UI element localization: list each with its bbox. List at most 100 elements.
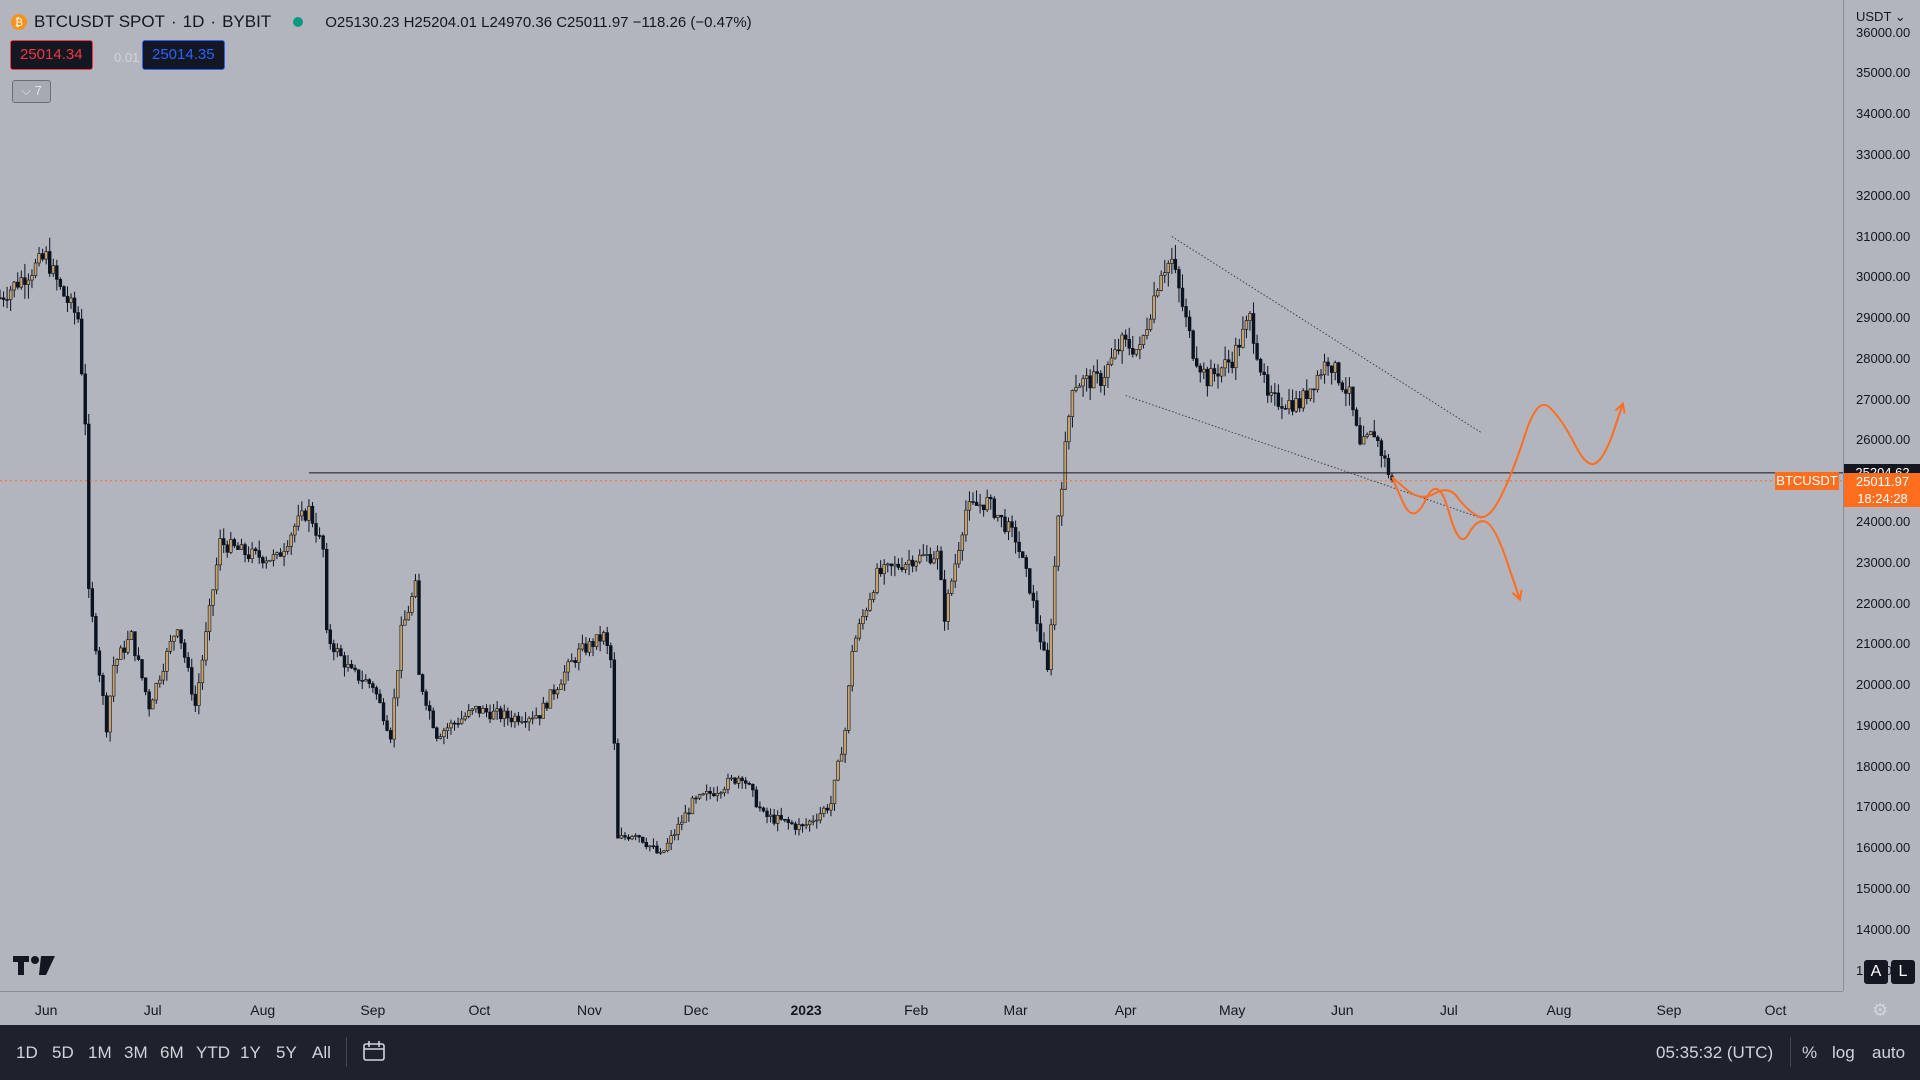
range-button-1y[interactable]: 1Y — [240, 1043, 261, 1062]
range-button-6m[interactable]: 6M — [160, 1043, 184, 1062]
range-button-5d[interactable]: 5D — [52, 1043, 74, 1062]
range-button-1d[interactable]: 1D — [16, 1043, 38, 1062]
candle-body — [1280, 406, 1284, 409]
candle-body — [204, 631, 208, 661]
price-tick-label: 15000.00 — [1856, 881, 1911, 897]
candle-body — [903, 563, 908, 570]
forecast-bull-path-arrow-icon — [1614, 401, 1626, 414]
candle-body — [974, 501, 979, 506]
auto-scale-button[interactable]: A — [1864, 960, 1888, 984]
candle-body — [932, 558, 936, 564]
sell-price-button[interactable]: 25014.34 — [10, 40, 93, 70]
auto-scale-toggle[interactable]: auto — [1872, 1043, 1906, 1062]
candle-body — [1287, 400, 1291, 410]
candle-body — [733, 777, 737, 784]
candle-body — [69, 297, 73, 303]
candle-body — [172, 635, 176, 642]
price-tick-label: 35000.00 — [1856, 65, 1911, 81]
candle-body — [410, 596, 414, 613]
candle-body — [392, 697, 396, 740]
candle-body — [23, 277, 27, 285]
candle-body — [161, 671, 166, 681]
forecast-bear-path-arrow-icon — [1511, 589, 1523, 602]
last-price-tag: 25011.97 18:24:28 — [1844, 472, 1920, 507]
candle-body — [1376, 436, 1380, 442]
candle-body — [498, 708, 503, 720]
symbol-name[interactable]: BTCUSDT SPOT — [34, 12, 165, 31]
candle-body — [644, 842, 648, 848]
log-scale-toggle[interactable]: log — [1832, 1043, 1855, 1062]
candle-body — [1184, 306, 1188, 318]
time-tick-label: 2023 — [790, 1002, 822, 1018]
candle-body — [1212, 368, 1217, 375]
candle-body — [371, 683, 375, 688]
candle-body — [133, 631, 137, 657]
candle-body — [577, 648, 581, 663]
candle-body — [839, 753, 844, 762]
price-chart[interactable] — [0, 0, 1843, 991]
ohlc-values: O25130.23 H25204.01 L24970.36 C25011.97 … — [325, 13, 752, 31]
symbol-legend: ₿ BTCUSDT SPOT · 1D · BYBIT O25130.23 H2… — [10, 10, 752, 34]
candle-body — [119, 647, 123, 660]
percent-scale-button[interactable]: % — [1802, 1043, 1818, 1062]
price-tick-label: 17000.00 — [1856, 799, 1911, 815]
currency-selector[interactable]: USDT ⌄ — [1856, 9, 1906, 24]
interval-label[interactable]: 1D — [182, 12, 205, 31]
chart-area[interactable]: ₿ BTCUSDT SPOT · 1D · BYBIT O25130.23 H2… — [0, 0, 1843, 991]
candle-body — [1244, 320, 1249, 330]
indicators-collapse-button[interactable]: ⌵ 7 — [12, 80, 51, 103]
price-tick-label: 34000.00 — [1856, 106, 1911, 122]
time-axis[interactable]: Jun Jul Aug Sep Oct Nov Dec 2023 Feb Mar Apr May Jun… — [0, 991, 1888, 1025]
candle-body — [1326, 361, 1330, 367]
date-range-calendar-icon[interactable] — [362, 1039, 386, 1068]
candle-body — [747, 783, 751, 785]
price-axis[interactable]: USDT ⌄ 36000.00 35000.00 34000.00 33000.00 3… — [1843, 0, 1920, 991]
range-button-5y[interactable]: 5Y — [276, 1043, 297, 1062]
candle-body — [463, 716, 467, 720]
candle-body — [293, 525, 297, 536]
candle-body — [921, 554, 925, 557]
candle-body — [736, 777, 741, 784]
settings-gear-icon[interactable]: ⚙ — [1872, 1000, 1889, 1020]
candle-body — [122, 647, 126, 653]
buy-price-button[interactable]: 25014.35 — [142, 40, 225, 70]
candle-body — [484, 708, 489, 713]
price-tick-label: 31000.00 — [1856, 228, 1911, 244]
candle-body — [140, 659, 144, 679]
candle-body — [562, 671, 567, 685]
candle-body — [704, 791, 709, 795]
range-button-1m[interactable]: 1M — [88, 1043, 112, 1062]
candle-body — [197, 682, 201, 706]
candle-body — [1294, 398, 1298, 412]
candle-body — [275, 552, 279, 555]
candle-body — [1262, 371, 1266, 375]
candle-body — [470, 708, 474, 711]
candle-body — [555, 689, 560, 695]
candle-body — [8, 289, 13, 300]
candle-body — [182, 642, 187, 658]
price-tick-label: 20000.00 — [1856, 677, 1911, 693]
candle-body — [406, 612, 411, 621]
candle-body — [1102, 377, 1107, 386]
bottom-toolbar: 1D 5D 1M 3M 6M YTD 1Y 5Y All 05:35:32 (UTC) % lo… — [0, 1025, 1920, 1080]
candle-body — [559, 683, 563, 690]
candle-body — [179, 629, 183, 644]
range-button-3m[interactable]: 3M — [124, 1043, 148, 1062]
candle-body — [942, 579, 947, 622]
utc-clock[interactable]: 05:35:32 (UTC) — [1656, 1043, 1774, 1062]
candle-body — [388, 730, 393, 740]
log-scale-button[interactable]: L — [1891, 960, 1915, 984]
candle-body — [910, 559, 915, 567]
candle-body — [832, 779, 837, 805]
range-button-ytd[interactable]: YTD — [196, 1043, 230, 1062]
range-button-all[interactable]: All — [312, 1043, 331, 1062]
candle-body — [5, 299, 9, 301]
candle-body — [346, 663, 350, 668]
candle-body — [946, 593, 950, 622]
candle-body — [72, 297, 77, 313]
candle-body — [506, 710, 510, 719]
candle-body — [708, 791, 712, 794]
candle-body — [683, 812, 688, 823]
candle-body — [740, 777, 744, 781]
candle-body — [751, 783, 755, 791]
